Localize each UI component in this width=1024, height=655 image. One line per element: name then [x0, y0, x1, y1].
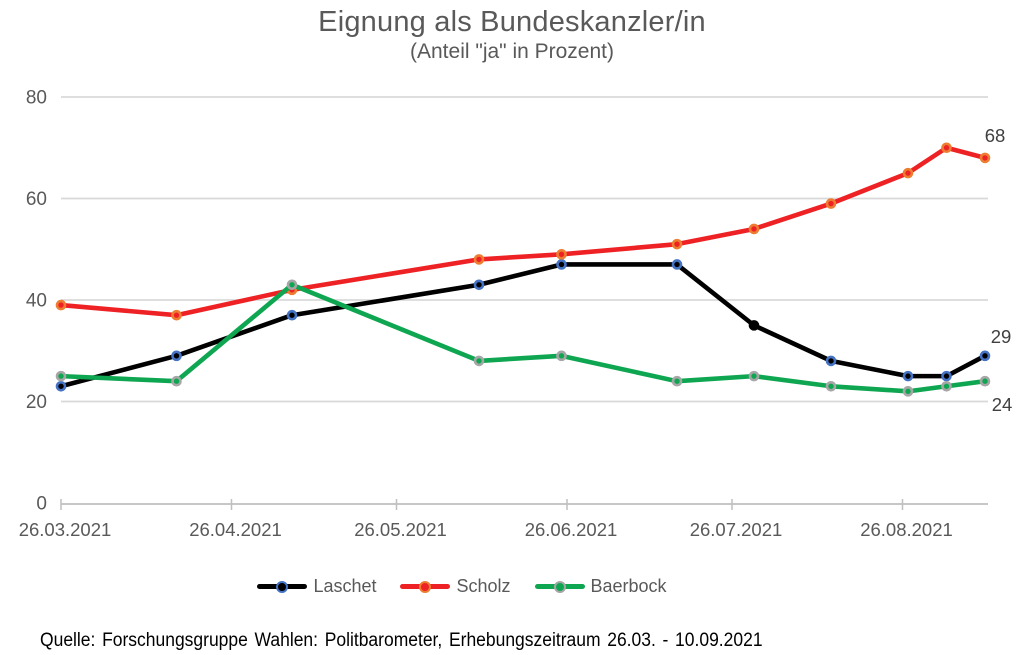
legend-label-laschet: Laschet: [313, 576, 377, 596]
chart-subtitle: (Anteil "ja" in Prozent): [410, 40, 614, 63]
data-point-baerbock: [902, 386, 914, 397]
x-tick-label: 26.07.2021: [690, 519, 783, 540]
data-point-laschet: [902, 370, 914, 382]
end-label-baerbock: 24: [992, 394, 1013, 415]
x-tick-label: 26.05.2021: [354, 519, 447, 540]
y-tick-label: 40: [26, 291, 47, 312]
data-point-baerbock: [748, 370, 760, 382]
chart-header: Eignung als Bundeskanzler/in (Anteil "ja…: [0, 6, 1024, 64]
data-point-baerbock: [671, 375, 683, 387]
data-point-laschet: [671, 259, 683, 270]
data-point-baerbock: [171, 375, 182, 387]
y-tick-label: 80: [26, 88, 47, 109]
end-label-laschet: 29: [991, 326, 1012, 347]
data-point-laschet: [55, 380, 67, 392]
data-point-scholz: [556, 249, 567, 260]
data-point-scholz: [902, 167, 914, 179]
data-point-laschet: [825, 355, 837, 367]
legend-line-swatch-laschet: [257, 580, 308, 593]
data-point-scholz: [941, 142, 952, 154]
data-point-baerbock: [825, 380, 837, 392]
legend-marker-icon: [276, 580, 289, 593]
data-point-baerbock: [473, 355, 485, 367]
data-point-scholz: [825, 198, 837, 209]
legend-line-swatch-baerbock: [534, 580, 585, 593]
legend-line-swatch-scholz: [400, 580, 451, 593]
data-point-laschet: [941, 370, 952, 382]
legend-marker-icon: [553, 580, 566, 593]
data-point-scholz: [171, 309, 182, 321]
data-point-baerbock: [979, 375, 991, 387]
data-point-baerbock: [941, 380, 952, 392]
data-point-laschet: [171, 350, 182, 362]
data-point-laschet: [979, 350, 991, 362]
series-line-scholz: [58, 145, 988, 318]
y-tick-label: 20: [26, 392, 47, 413]
data-point-scholz: [473, 254, 485, 265]
y-tick-label: 0: [36, 494, 47, 515]
x-tick-label: 26.08.2021: [860, 519, 953, 540]
x-tick-label: 26.04.2021: [189, 519, 282, 540]
data-point-scholz: [671, 238, 683, 250]
data-point-laschet: [748, 320, 760, 331]
data-point-scholz: [979, 152, 991, 164]
data-point-laschet: [556, 259, 567, 270]
data-point-laschet: [286, 309, 298, 321]
x-tick-label: 26.06.2021: [525, 519, 618, 540]
data-point-baerbock: [55, 370, 67, 382]
source-caption: Quelle: Forschungsgruppe Wahlen: Politba…: [40, 630, 763, 651]
legend-item-baerbock: Baerbock: [534, 576, 667, 597]
y-tick-label: 60: [26, 189, 47, 210]
legend-label-scholz: Scholz: [456, 576, 511, 596]
data-point-baerbock: [556, 350, 567, 362]
data-point-scholz: [748, 223, 760, 235]
end-label-scholz: 68: [985, 125, 1006, 146]
legend-marker-icon: [419, 580, 432, 593]
x-tick-label: 26.03.2021: [19, 519, 112, 540]
data-point-baerbock: [286, 279, 298, 291]
chart-title: Eignung als Bundeskanzler/in: [318, 6, 706, 38]
legend-item-laschet: Laschet: [257, 576, 376, 597]
data-point-laschet: [473, 279, 485, 291]
legend-item-scholz: Scholz: [400, 576, 511, 597]
chart-legend: Laschet Scholz Baerbock: [0, 576, 974, 597]
series-line-laschet: [58, 262, 988, 389]
legend-label-baerbock: Baerbock: [590, 576, 667, 596]
data-point-scholz: [55, 299, 67, 311]
